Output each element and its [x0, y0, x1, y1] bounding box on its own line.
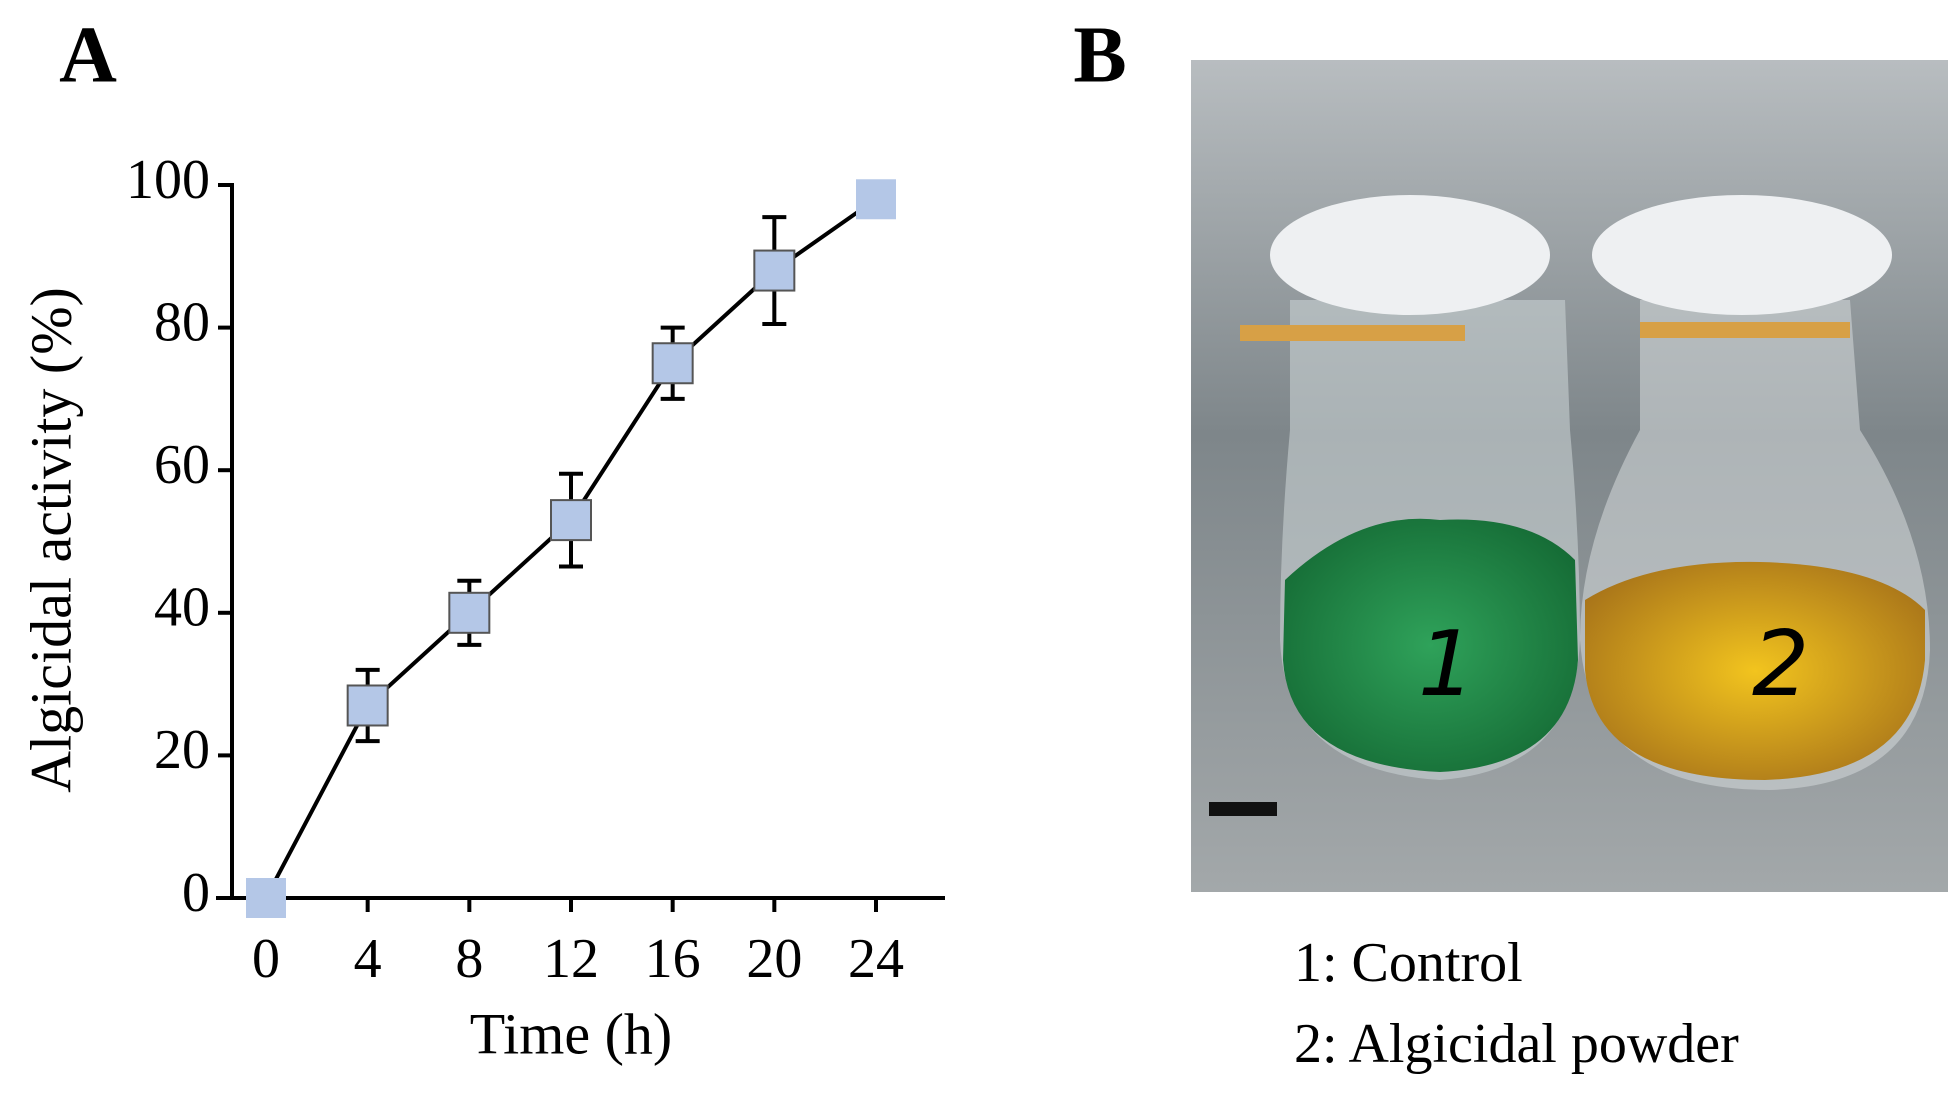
y-tick-label: 100	[126, 149, 210, 211]
flask-cap	[1592, 195, 1892, 315]
legend-text: 1: Control	[1294, 932, 1523, 994]
flask-liquid	[1283, 518, 1578, 772]
flask-liquid	[1585, 561, 1925, 780]
marker	[448, 591, 491, 634]
y-tick-label: 0	[182, 862, 210, 924]
y-tick-label: 40	[154, 577, 210, 639]
chart: 0 20 40 60 80 100 0 4 8 12 16 20 24 Time (h) Algicidal…	[18, 149, 945, 1066]
flask-cap	[1270, 195, 1550, 315]
marker	[346, 684, 389, 727]
x-tick-label: 16	[645, 928, 701, 990]
marker	[651, 342, 694, 385]
x-tick-label: 24	[848, 928, 904, 990]
x-tick-label: 8	[455, 928, 483, 990]
flask-band	[1240, 325, 1465, 341]
x-tick-label: 4	[354, 928, 382, 990]
x-axis-title: Time (h)	[470, 1001, 673, 1066]
photo: 1 2	[1191, 60, 1948, 892]
y-axis-title: Algicidal activity (%)	[18, 287, 83, 793]
panel-label: A	[59, 11, 117, 99]
y-tick-label: 20	[154, 719, 210, 781]
flask-number: 1	[1418, 612, 1475, 717]
marker	[856, 179, 896, 220]
marker	[550, 499, 592, 542]
y-tick-label: 60	[154, 434, 210, 496]
x-tick-label: 0	[252, 928, 280, 990]
y-tick-label: 80	[154, 291, 210, 353]
legend-text: 2: Algicidal powder	[1294, 1013, 1739, 1075]
x-tick-label: 20	[746, 928, 802, 990]
x-tick-label: 12	[543, 928, 599, 990]
flask-band	[1640, 322, 1850, 338]
scale-bar	[1209, 802, 1277, 816]
marker	[246, 878, 286, 918]
panel-label: B	[1073, 11, 1126, 99]
flask-number: 2	[1752, 612, 1809, 717]
marker	[753, 249, 796, 292]
